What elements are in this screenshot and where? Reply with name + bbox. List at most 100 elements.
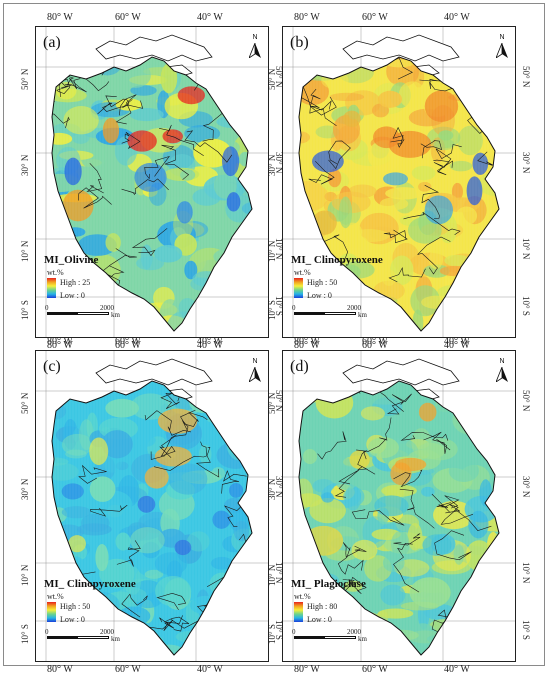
- legend-low: Low : 0: [60, 291, 85, 300]
- scale-max: 2000: [347, 628, 361, 636]
- figure-border: [3, 3, 545, 666]
- lon-tick-label: 40° W: [444, 12, 470, 23]
- lon-tick-label: 40° W: [197, 664, 223, 675]
- lon-tick-label: 60° W: [362, 336, 388, 347]
- map-canvas: [283, 27, 515, 337]
- lon-tick-label: 80° W: [47, 340, 73, 351]
- scale-unit: km: [111, 635, 120, 643]
- north-arrow-icon: [496, 43, 508, 58]
- lat-tick-label: 10° S: [267, 624, 277, 644]
- lon-tick-label: 60° W: [362, 12, 388, 23]
- panel-label: (b): [290, 34, 309, 51]
- lat-tick-label: 10° S: [20, 624, 30, 644]
- lon-tick-label: 60° W: [115, 336, 141, 347]
- legend-title: MI_ Plagioclase: [291, 578, 366, 590]
- lon-tick-label: 40° W: [444, 340, 470, 351]
- lon-tick-label: 80° W: [294, 340, 320, 351]
- lat-tick-label: 10° N: [267, 564, 277, 586]
- legend: MI_ Clinopyroxene wt.% High : 50 Low : 0…: [291, 254, 441, 334]
- scale-bar-graphic: [47, 636, 109, 639]
- lon-tick-label: 60° W: [115, 12, 141, 23]
- lon-tick-label: 80° W: [47, 664, 73, 675]
- legend-color-ramp: [294, 278, 303, 298]
- north-arrow-icon: [249, 43, 261, 58]
- lon-tick-label: 80° W: [294, 12, 320, 23]
- north-arrow: N: [248, 34, 262, 59]
- lat-tick-label: 10° S: [267, 300, 277, 320]
- lat-tick-label: 50° N: [521, 390, 531, 412]
- legend: MI_ Plagioclase wt.% High : 80 Low : 0 0…: [291, 578, 441, 658]
- legend-unit: wt.%: [47, 592, 64, 601]
- scale-zero: 0: [292, 304, 296, 312]
- region-outline: [51, 56, 253, 332]
- legend-unit: wt.%: [294, 268, 311, 277]
- lon-tick-label: 60° W: [115, 340, 141, 351]
- scale-zero: 0: [45, 304, 49, 312]
- lat-tick-label: 50° N: [521, 66, 531, 88]
- legend-unit: wt.%: [294, 592, 311, 601]
- north-arrow: N: [248, 358, 262, 383]
- lat-tick-label: 10° N: [20, 240, 30, 262]
- legend-high: High : 80: [307, 602, 338, 611]
- panel-label: (d): [290, 358, 309, 375]
- lon-tick-label: 40° W: [444, 664, 470, 675]
- legend-low: Low : 0: [307, 615, 332, 624]
- panel-label: (a): [43, 34, 61, 51]
- scale-bar-graphic: [294, 636, 356, 639]
- lon-tick-label: 80° W: [47, 336, 73, 347]
- lon-tick-label: 80° W: [294, 664, 320, 675]
- legend-high: High : 50: [60, 602, 91, 611]
- north-label: N: [499, 358, 505, 365]
- lat-tick-label: 30° N: [521, 476, 531, 498]
- lat-tick-label: 10° N: [20, 564, 30, 586]
- scale-unit: km: [111, 311, 120, 319]
- legend-color-ramp: [294, 602, 303, 622]
- map-canvas: [283, 351, 515, 661]
- north-arrow: N: [495, 34, 509, 59]
- legend-low: Low : 0: [307, 291, 332, 300]
- lat-tick-label: 10° S: [521, 620, 531, 640]
- lat-tick-label: 10° N: [521, 562, 531, 584]
- map-panel-a: (a) N MI_Olivine wt.% High : 25 Low : 0 …: [35, 26, 269, 338]
- legend-title: MI_ Clinopyroxene: [44, 578, 136, 590]
- lat-tick-label: 30° N: [267, 478, 277, 500]
- lat-tick-label: 30° N: [20, 154, 30, 176]
- panel-label: (c): [43, 358, 61, 375]
- north-label: N: [252, 34, 258, 41]
- north-label: N: [499, 34, 505, 41]
- legend: MI_ Clinopyroxene wt.% High : 50 Low : 0…: [44, 578, 194, 658]
- north-label: N: [252, 358, 258, 365]
- legend-title: MI_Olivine: [44, 254, 99, 266]
- map-panel-b: (b) N MI_ Clinopyroxene wt.% High : 50 L…: [282, 26, 516, 338]
- north-arrow: N: [495, 358, 509, 383]
- map-canvas: [36, 351, 268, 661]
- lon-tick-label: 40° W: [197, 12, 223, 23]
- lat-tick-label: 10° S: [20, 300, 30, 320]
- lat-tick-label: 10° N: [267, 240, 277, 262]
- scale-bar: 0 2000 km: [291, 304, 411, 320]
- scale-zero: 0: [45, 628, 49, 636]
- region-outline: [298, 56, 500, 332]
- lat-tick-label: 10° N: [521, 238, 531, 260]
- lat-tick-label: 50° N: [20, 392, 30, 414]
- lon-tick-label: 60° W: [362, 664, 388, 675]
- lat-tick-label: 30° N: [521, 152, 531, 174]
- lat-tick-label: 50° N: [267, 392, 277, 414]
- scale-bar: 0 2000 km: [291, 628, 411, 644]
- lat-tick-label: 50° N: [267, 68, 277, 90]
- legend-high: High : 50: [307, 278, 338, 287]
- north-arrow-icon: [249, 367, 261, 382]
- scale-bar: 0 2000 km: [44, 628, 164, 644]
- map-panel-c: (c) N MI_ Clinopyroxene wt.% High : 50 L…: [35, 350, 269, 662]
- north-arrow-icon: [496, 367, 508, 382]
- scale-unit: km: [358, 635, 367, 643]
- scale-unit: km: [358, 311, 367, 319]
- lat-tick-label: 30° N: [20, 478, 30, 500]
- legend-low: Low : 0: [60, 615, 85, 624]
- lat-tick-label: 10° S: [521, 296, 531, 316]
- legend-high: High : 25: [60, 278, 91, 287]
- scale-max: 2000: [100, 304, 114, 312]
- lon-tick-label: 60° W: [115, 664, 141, 675]
- scale-bar: 0 2000 km: [44, 304, 164, 320]
- scale-max: 2000: [100, 628, 114, 636]
